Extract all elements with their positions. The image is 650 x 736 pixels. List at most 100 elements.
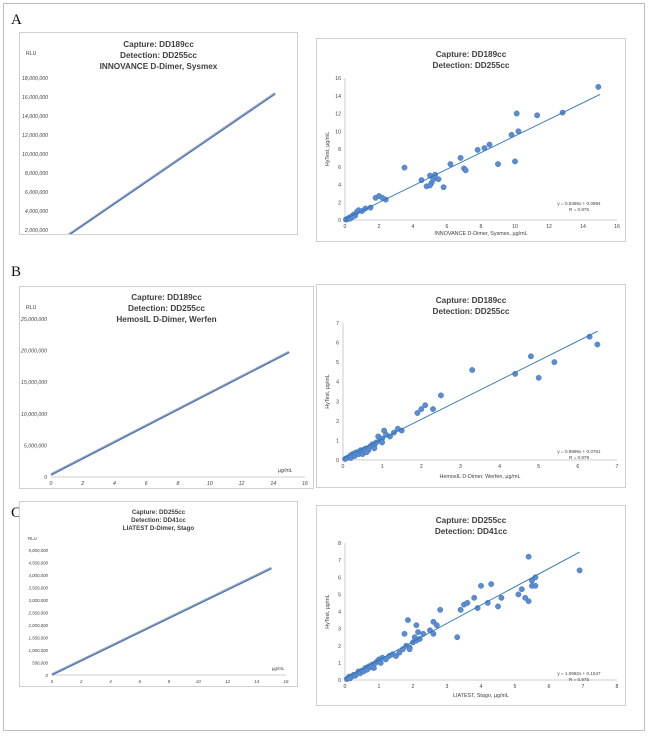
chart-title: LIATEST D-Dimer, Stago	[123, 525, 195, 532]
data-point	[438, 392, 444, 399]
data-point	[457, 155, 464, 161]
data-point	[464, 600, 471, 606]
x-tick-label: 6	[145, 481, 148, 487]
y-tick-label: 6	[336, 341, 339, 347]
x-tick-label: 16	[284, 679, 289, 684]
y-tick-label: 0	[46, 673, 49, 678]
x-axis-label: LIATEST, Stago, µg/mL	[453, 693, 509, 699]
y-tick-label: 2	[338, 644, 341, 650]
x-tick-label: 4	[498, 464, 501, 470]
chart-c-rlu-liatest: Capture: DD255cc Detection: DD41cc LIATEST…	[19, 501, 298, 687]
panel-label-b: B	[11, 264, 22, 280]
y-tick-label: 2	[338, 200, 341, 206]
y-tick-label: 2,000,000	[27, 623, 48, 628]
y-tick-label: 10,000,000	[22, 152, 48, 158]
x-tick-label: 1	[378, 684, 381, 690]
y-axis-label: HyTest, µg/mL	[325, 594, 331, 629]
chart-title: Capture: DD189cc	[123, 40, 194, 49]
data-point	[371, 445, 378, 452]
x-tick-label: 0	[51, 679, 54, 684]
data-point	[478, 582, 484, 589]
x-axis-label: INNOVANCE D-Dimer, Sysmex, µg/mL	[434, 231, 527, 237]
x-tick-label: 12	[239, 481, 245, 487]
data-point	[535, 374, 542, 381]
regression-line	[344, 94, 601, 220]
y-tick-label: 8	[338, 147, 341, 153]
y-tick-label: 14	[335, 94, 341, 100]
y-tick-label: 0	[44, 475, 47, 481]
regression-line	[344, 551, 580, 679]
chart-title: INNOVANCE D-Dimer, Sysmex	[100, 62, 218, 71]
y-axis-label: HyTest, µg/mL	[325, 132, 331, 167]
y-tick-label: 6	[338, 165, 341, 171]
y-tick-label: 3,000,000	[28, 598, 48, 603]
data-point	[413, 622, 420, 629]
x-tick-label: 14	[270, 481, 276, 487]
x-tick-label: 8	[480, 224, 483, 230]
data-point	[430, 406, 436, 413]
y-tick-label: 4,000,000	[25, 209, 48, 215]
y-tick-label: 5	[336, 360, 339, 366]
data-point	[474, 147, 481, 153]
y-tick-label: 12,000,000	[22, 133, 48, 139]
y-tick-label: 7	[338, 558, 341, 564]
y-tick-label: 2	[336, 419, 339, 425]
x-tick-label: 7	[582, 684, 585, 690]
x-tick-label: 7	[616, 464, 619, 470]
x-tick-label: 0	[50, 481, 53, 487]
x-tick-label: 14	[580, 224, 586, 230]
chart-title: Detection: DD41cc	[435, 527, 508, 536]
data-point	[471, 594, 478, 601]
regression-equation: y = 0.9999x + 0.0761	[557, 449, 601, 454]
x-tick-label: 2	[80, 481, 84, 487]
data-point	[437, 606, 444, 613]
data-point	[512, 158, 518, 165]
x-tick-label: 1	[381, 464, 384, 470]
x-tick-label: 0	[344, 684, 347, 690]
y-tick-label: 2,000,000	[24, 228, 48, 234]
x-axis-label: HemosIL D-Dimer, Werfen, µg/mL	[440, 474, 521, 480]
y-tick-label: 500,000	[32, 661, 48, 666]
x-tick-label: 3	[446, 684, 449, 690]
y-tick-label: 12	[335, 112, 341, 118]
y-tick-label: 18,000,000	[22, 76, 48, 82]
x-tick-label: 2	[378, 224, 381, 230]
data-point	[457, 606, 464, 613]
data-point	[515, 591, 522, 598]
regression-equation: y = 1.0682x + 0.1047	[557, 671, 601, 676]
x-tick-label: 6	[139, 679, 142, 684]
x-tick-label: 16	[614, 224, 620, 230]
data-point	[371, 665, 377, 671]
y-tick-label: 15,000,000	[21, 380, 47, 386]
chart-title: Capture: DD255cc	[132, 509, 186, 516]
y-tick-label: 5	[338, 592, 341, 598]
data-point	[527, 353, 534, 360]
y-tick-label: 16	[335, 76, 341, 82]
data-point	[486, 141, 493, 148]
chart-b-rlu-hemosil: Capture: DD189cc Detection: DD255cc HemosI…	[19, 286, 314, 489]
chart-title: HemosIL D-Dimer, Werfen	[116, 315, 216, 324]
y-tick-label: 8,000,000	[25, 171, 48, 177]
x-tick-label: 4	[109, 679, 112, 684]
y-tick-label: 2,500,000	[27, 611, 48, 616]
data-point	[595, 84, 602, 90]
chart-a-correlation-innovance: Capture: DD189cc Detection: DD255cc 0 2 4 6 8 1…	[316, 38, 626, 242]
chart-svg: Capture: DD189cc Detection: DD255cc 0 2 4 6 8 1…	[325, 50, 620, 237]
chart-svg: Capture: DD255cc Detection: DD41cc 0 1 2 3 4 5 6…	[325, 516, 619, 699]
chart-title: Detection: DD41cc	[131, 517, 186, 524]
x-tick-label: 10	[512, 224, 518, 230]
x-axis-unit-label: µg/mL	[272, 666, 285, 671]
y-tick-label: 1	[338, 661, 341, 667]
data-point	[440, 184, 447, 191]
y-axis-label: RLU	[26, 51, 37, 57]
data-point	[576, 567, 583, 574]
y-tick-label: 20,000,000	[20, 349, 47, 355]
chart-title: Capture: DD189cc	[436, 50, 507, 59]
x-tick-label: 4	[113, 481, 116, 487]
chart-title: Capture: DD255cc	[436, 516, 507, 525]
y-tick-label: 4	[336, 380, 339, 386]
figure-frame	[3, 3, 645, 731]
y-tick-label: 3	[338, 627, 341, 633]
data-point	[594, 341, 601, 348]
x-tick-label: 6	[446, 224, 449, 230]
